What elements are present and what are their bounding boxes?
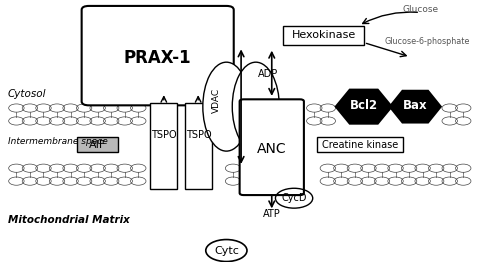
Text: Creatine kinase: Creatine kinase xyxy=(322,140,399,150)
Bar xyxy=(184,103,212,189)
Bar xyxy=(151,103,177,189)
Polygon shape xyxy=(390,91,441,123)
Text: Hexokinase: Hexokinase xyxy=(291,30,356,40)
Text: Mitochondrial Matrix: Mitochondrial Matrix xyxy=(8,215,130,225)
Bar xyxy=(283,26,364,45)
Ellipse shape xyxy=(203,62,250,151)
Text: TSPO: TSPO xyxy=(185,130,211,140)
FancyBboxPatch shape xyxy=(240,99,304,195)
Text: Glucose: Glucose xyxy=(402,5,438,14)
Text: ATP: ATP xyxy=(263,209,281,219)
Text: Cytosol: Cytosol xyxy=(8,89,47,99)
Text: Bax: Bax xyxy=(403,99,428,112)
Text: TSPO: TSPO xyxy=(151,130,177,140)
FancyBboxPatch shape xyxy=(82,6,234,105)
Text: CycD: CycD xyxy=(281,193,307,203)
Polygon shape xyxy=(336,90,392,124)
Text: ADP: ADP xyxy=(258,69,278,79)
Ellipse shape xyxy=(232,62,279,151)
Bar xyxy=(317,137,403,153)
Text: VDAC: VDAC xyxy=(212,88,221,113)
Text: Intermembrane space: Intermembrane space xyxy=(8,138,108,146)
Bar xyxy=(77,137,119,153)
Text: ANC: ANC xyxy=(257,141,287,155)
Text: AIF: AIF xyxy=(89,140,106,150)
Text: Bcl2: Bcl2 xyxy=(350,99,378,112)
Text: PRAX-1: PRAX-1 xyxy=(124,49,191,67)
Text: Glucose-6-phosphate: Glucose-6-phosphate xyxy=(385,37,470,46)
Text: Cytc: Cytc xyxy=(214,246,239,256)
